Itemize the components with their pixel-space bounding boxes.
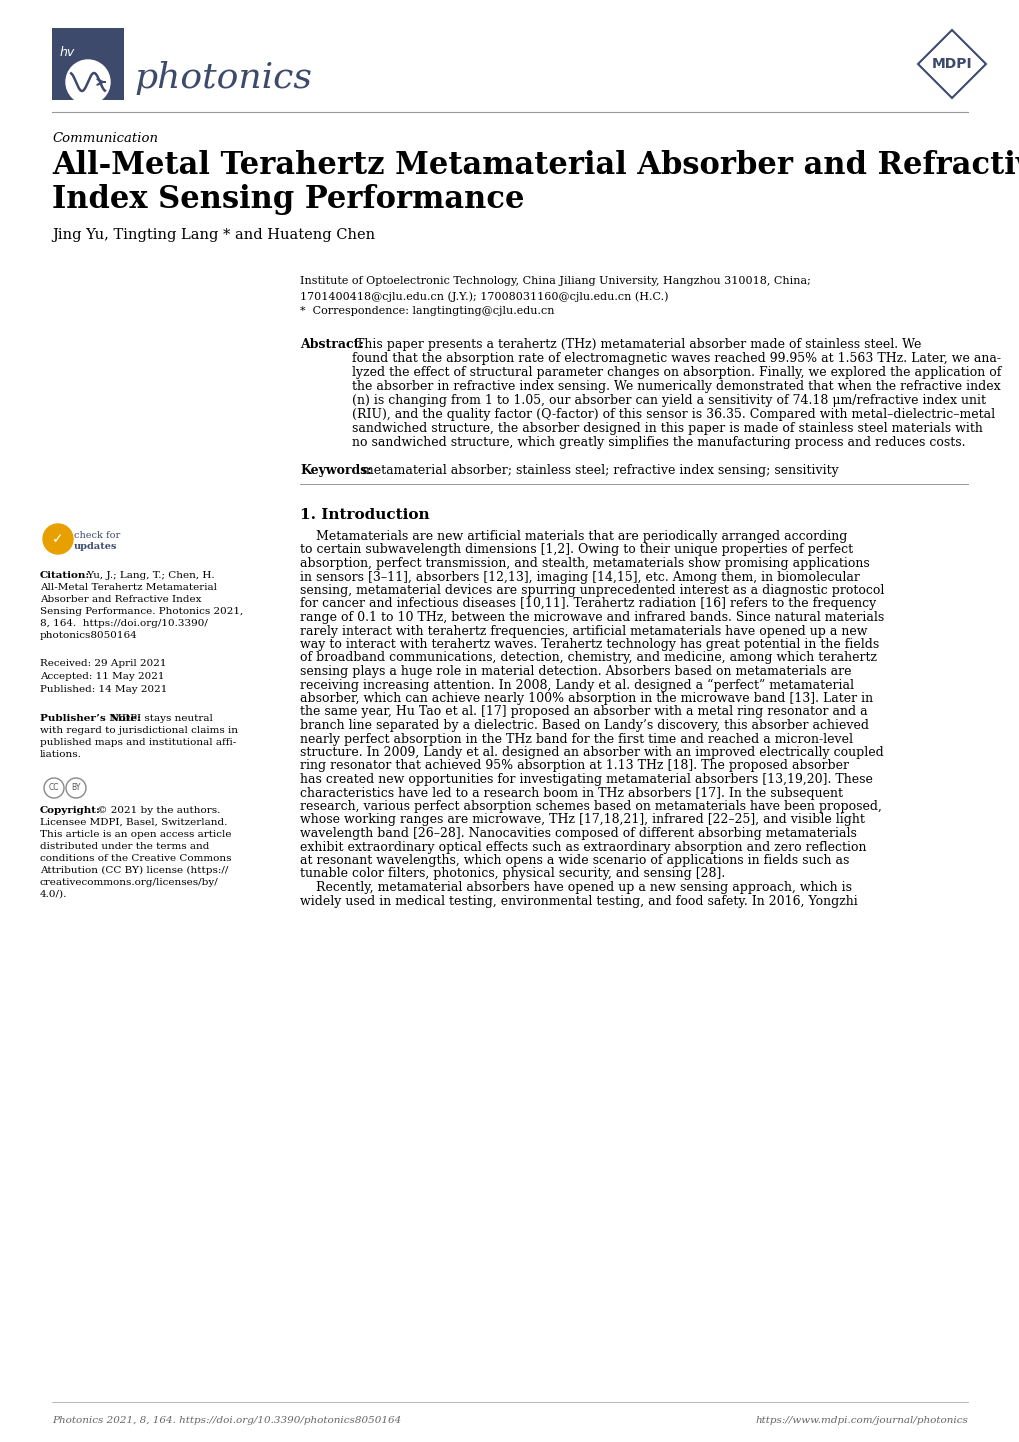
Text: photonics8050164: photonics8050164	[40, 632, 138, 640]
Text: MDPI: MDPI	[930, 58, 971, 71]
Text: All-Metal Terahertz Metamaterial Absorber and Refractive: All-Metal Terahertz Metamaterial Absorbe…	[52, 150, 1019, 182]
Text: characteristics have led to a research boom in THz absorbers [17]. In the subseq: characteristics have led to a research b…	[300, 786, 842, 799]
Text: Sensing Performance. Photonics 2021,: Sensing Performance. Photonics 2021,	[40, 607, 243, 616]
Text: 8, 164.  https://doi.org/10.3390/: 8, 164. https://doi.org/10.3390/	[40, 619, 208, 629]
Text: Publisher’s Note:: Publisher’s Note:	[40, 714, 141, 722]
Text: no sandwiched structure, which greatly simplifies the manufacturing process and : no sandwiched structure, which greatly s…	[352, 435, 965, 448]
Text: updates: updates	[74, 542, 117, 551]
Text: ring resonator that achieved 95% absorption at 1.13 THz [18]. The proposed absor: ring resonator that achieved 95% absorpt…	[300, 760, 848, 773]
Text: 1. Introduction: 1. Introduction	[300, 508, 429, 522]
Text: branch line separated by a dielectric. Based on Landy’s discovery, this absorber: branch line separated by a dielectric. B…	[300, 720, 868, 733]
Text: exhibit extraordinary optical effects such as extraordinary absorption and zero : exhibit extraordinary optical effects su…	[300, 841, 866, 854]
Text: to certain subwavelength dimensions [1,2]. Owing to their unique properties of p: to certain subwavelength dimensions [1,2…	[300, 544, 852, 557]
Text: All-Metal Terahertz Metamaterial: All-Metal Terahertz Metamaterial	[40, 583, 217, 593]
Text: sandwiched structure, the absorber designed in this paper is made of stainless s: sandwiched structure, the absorber desig…	[352, 423, 982, 435]
Text: Institute of Optoelectronic Technology, China Jiliang University, Hangzhou 31001: Institute of Optoelectronic Technology, …	[300, 275, 810, 286]
Text: whose working ranges are microwave, THz [17,18,21], infrared [22–25], and visibl: whose working ranges are microwave, THz …	[300, 813, 864, 826]
Text: Licensee MDPI, Basel, Switzerland.: Licensee MDPI, Basel, Switzerland.	[40, 818, 227, 828]
Text: absorber, which can achieve nearly 100% absorption in the microwave band [13]. L: absorber, which can achieve nearly 100% …	[300, 692, 872, 705]
Text: research, various perfect absorption schemes based on metamaterials have been pr: research, various perfect absorption sch…	[300, 800, 881, 813]
Text: metamaterial absorber; stainless steel; refractive index sensing; sensitivity: metamaterial absorber; stainless steel; …	[362, 464, 838, 477]
Polygon shape	[917, 30, 985, 98]
Text: at resonant wavelengths, which opens a wide scenario of applications in fields s: at resonant wavelengths, which opens a w…	[300, 854, 849, 867]
Text: absorption, perfect transmission, and stealth, metamaterials show promising appl: absorption, perfect transmission, and st…	[300, 557, 869, 570]
Text: 4.0/).: 4.0/).	[40, 890, 67, 898]
Text: sensing, metamaterial devices are spurring unprecedented interest as a diagnosti: sensing, metamaterial devices are spurri…	[300, 584, 883, 597]
Text: (RIU), and the quality factor (Q-factor) of this sensor is 36.35. Compared with : (RIU), and the quality factor (Q-factor)…	[352, 408, 995, 421]
Text: Metamaterials are new artificial materials that are periodically arranged accord: Metamaterials are new artificial materia…	[300, 531, 847, 544]
Text: published maps and institutional affi-: published maps and institutional affi-	[40, 738, 236, 747]
Text: ✓: ✓	[52, 532, 64, 547]
Text: the same year, Hu Tao et al. [17] proposed an absorber with a metal ring resonat: the same year, Hu Tao et al. [17] propos…	[300, 705, 867, 718]
Circle shape	[66, 779, 86, 797]
Text: with regard to jurisdictional claims in: with regard to jurisdictional claims in	[40, 725, 237, 735]
Text: tunable color filters, photonics, physical security, and sensing [28].: tunable color filters, photonics, physic…	[300, 868, 725, 881]
Text: rarely interact with terahertz frequencies, artificial metamaterials have opened: rarely interact with terahertz frequenci…	[300, 624, 866, 637]
Text: way to interact with terahertz waves. Terahertz technology has great potential i: way to interact with terahertz waves. Te…	[300, 637, 878, 650]
Text: of broadband communications, detection, chemistry, and medicine, among which ter: of broadband communications, detection, …	[300, 652, 876, 665]
Text: range of 0.1 to 10 THz, between the microwave and infrared bands. Since natural : range of 0.1 to 10 THz, between the micr…	[300, 611, 883, 624]
Text: structure. In 2009, Landy et al. designed an absorber with an improved electrica: structure. In 2009, Landy et al. designe…	[300, 746, 882, 758]
Text: receiving increasing attention. In 2008, Landy et al. designed a “perfect” metam: receiving increasing attention. In 2008,…	[300, 679, 853, 692]
Text: Absorber and Refractive Index: Absorber and Refractive Index	[40, 596, 202, 604]
Text: Accepted: 11 May 2021: Accepted: 11 May 2021	[40, 672, 164, 681]
Text: Received: 29 April 2021: Received: 29 April 2021	[40, 659, 166, 668]
Text: *  Correspondence: langtingting@cjlu.edu.cn: * Correspondence: langtingting@cjlu.edu.…	[300, 306, 554, 316]
Text: check for: check for	[74, 531, 120, 539]
Text: photonics: photonics	[133, 61, 312, 95]
Text: found that the absorption rate of electromagnetic waves reached 99.95% at 1.563 : found that the absorption rate of electr…	[352, 352, 1000, 365]
Text: Abstract:: Abstract:	[300, 337, 364, 350]
Text: creativecommons.org/licenses/by/: creativecommons.org/licenses/by/	[40, 878, 218, 887]
Circle shape	[44, 779, 64, 797]
Text: lyzed the effect of structural parameter changes on absorption. Finally, we expl: lyzed the effect of structural parameter…	[352, 366, 1001, 379]
Text: for cancer and infectious diseases [10,11]. Terahertz radiation [16] refers to t: for cancer and infectious diseases [10,1…	[300, 597, 875, 610]
FancyBboxPatch shape	[52, 27, 124, 99]
Text: Communication: Communication	[52, 133, 158, 146]
Text: 1701400418@cjlu.edu.cn (J.Y.); 17008031160@cjlu.edu.cn (H.C.): 1701400418@cjlu.edu.cn (J.Y.); 170080311…	[300, 291, 667, 301]
Text: Photonics 2021, 8, 164. https://doi.org/10.3390/photonics8050164: Photonics 2021, 8, 164. https://doi.org/…	[52, 1416, 400, 1425]
Text: the absorber in refractive index sensing. We numerically demonstrated that when : the absorber in refractive index sensing…	[352, 381, 1000, 394]
Text: conditions of the Creative Commons: conditions of the Creative Commons	[40, 854, 231, 862]
Text: Yu, J.; Lang, T.; Chen, H.: Yu, J.; Lang, T.; Chen, H.	[84, 571, 214, 580]
Text: CC: CC	[49, 783, 59, 793]
Text: sensing plays a huge role in material detection. Absorbers based on metamaterial: sensing plays a huge role in material de…	[300, 665, 851, 678]
Text: distributed under the terms and: distributed under the terms and	[40, 842, 209, 851]
Text: MDPI stays neutral: MDPI stays neutral	[108, 714, 213, 722]
Text: © 2021 by the authors.: © 2021 by the authors.	[94, 806, 220, 815]
Text: nearly perfect absorption in the THz band for the first time and reached a micro: nearly perfect absorption in the THz ban…	[300, 733, 852, 746]
Text: widely used in medical testing, environmental testing, and food safety. In 2016,: widely used in medical testing, environm…	[300, 894, 857, 907]
Text: https://www.mdpi.com/journal/photonics: https://www.mdpi.com/journal/photonics	[754, 1416, 967, 1425]
Text: Jing Yu, Tingting Lang * and Huateng Chen: Jing Yu, Tingting Lang * and Huateng Che…	[52, 228, 375, 242]
Text: This article is an open access article: This article is an open access article	[40, 831, 231, 839]
Text: wavelength band [26–28]. Nanocavities composed of different absorbing metamateri: wavelength band [26–28]. Nanocavities co…	[300, 828, 856, 841]
Text: has created new opportunities for investigating metamaterial absorbers [13,19,20: has created new opportunities for invest…	[300, 773, 872, 786]
Circle shape	[43, 523, 73, 554]
Text: Copyright:: Copyright:	[40, 806, 101, 815]
Text: This paper presents a terahertz (THz) metamaterial absorber made of stainless st: This paper presents a terahertz (THz) me…	[352, 337, 920, 350]
Circle shape	[66, 61, 110, 104]
Text: Keywords:: Keywords:	[300, 464, 372, 477]
Text: Index Sensing Performance: Index Sensing Performance	[52, 185, 524, 215]
Text: in sensors [3–11], absorbers [12,13], imaging [14,15], etc. Among them, in biomo: in sensors [3–11], absorbers [12,13], im…	[300, 571, 859, 584]
Text: Published: 14 May 2021: Published: 14 May 2021	[40, 685, 167, 694]
Text: Citation:: Citation:	[40, 571, 90, 580]
Text: Recently, metamaterial absorbers have opened up a new sensing approach, which is: Recently, metamaterial absorbers have op…	[300, 881, 851, 894]
Text: liations.: liations.	[40, 750, 82, 758]
Text: Attribution (CC BY) license (https://: Attribution (CC BY) license (https://	[40, 867, 228, 875]
Text: BY: BY	[71, 783, 81, 793]
Text: hv: hv	[60, 46, 75, 59]
Text: (n) is changing from 1 to 1.05, our absorber can yield a sensitivity of 74.18 μm: (n) is changing from 1 to 1.05, our abso…	[352, 394, 985, 407]
